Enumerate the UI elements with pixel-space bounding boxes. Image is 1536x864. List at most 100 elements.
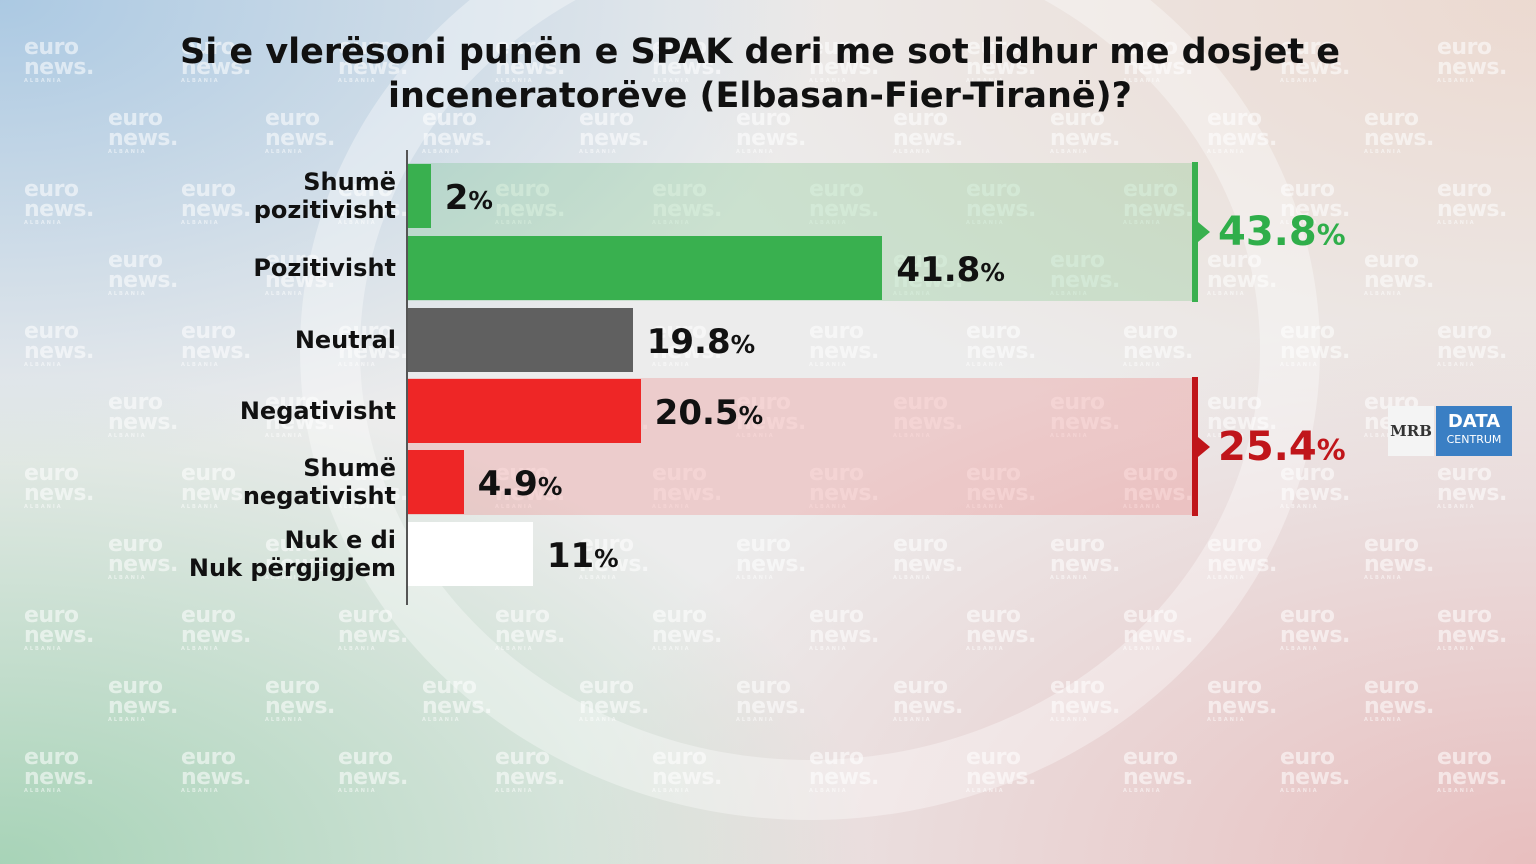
watermark-sub: ALBANIA — [24, 78, 63, 84]
watermark-sub: ALBANIA — [1437, 78, 1476, 84]
category-label-line: pozitivisht — [253, 196, 396, 224]
watermark-line: euro — [1280, 745, 1335, 770]
watermark-line: news. — [265, 694, 335, 719]
positive-group-arrow — [1198, 222, 1210, 242]
watermark-sub: ALBANIA — [338, 788, 377, 794]
watermark-sub: ALBANIA — [1364, 717, 1403, 723]
category-label-text: Shumë negativisht — [243, 454, 396, 510]
data-label-number: 19.8 — [646, 322, 731, 362]
watermark-line: euro — [1437, 461, 1492, 486]
watermark-line: euro — [1437, 603, 1492, 628]
watermark-sub: ALBANIA — [265, 149, 304, 155]
watermark-sub: ALBANIA — [422, 717, 461, 723]
positive-group-bracket — [1192, 162, 1198, 302]
watermark-sub: ALBANIA — [108, 717, 147, 723]
data-label-number: 41.8 — [896, 250, 981, 290]
watermark-sub: ALBANIA — [495, 788, 534, 794]
watermark-line: news. — [1437, 623, 1507, 648]
watermark-line: euro — [1280, 603, 1335, 628]
category-label-text: Nuk e di Nuk përgjigjem — [189, 526, 396, 582]
data-label: 4.9% — [478, 464, 563, 507]
total-percent-sign: % — [1316, 218, 1346, 252]
category-label: Negativisht — [166, 379, 396, 443]
watermark-sub: ALBANIA — [1437, 788, 1476, 794]
category-label-text: Pozitivisht — [253, 254, 396, 282]
watermark-sub: ALBANIA — [24, 646, 63, 652]
category-label-text: Neutral — [295, 326, 396, 354]
watermark-line: news. — [1123, 765, 1193, 790]
watermark-line: euro — [1364, 532, 1419, 557]
watermark-sub: ALBANIA — [24, 788, 63, 794]
bar — [408, 164, 431, 228]
category-label-line: Shumë — [303, 168, 396, 196]
data-label-percent-sign: % — [537, 472, 563, 501]
category-label: Nuk e di Nuk përgjigjem — [166, 522, 396, 586]
total-number: 25.4 — [1218, 423, 1317, 470]
data-label: 20.5% — [655, 393, 763, 436]
bar — [408, 308, 633, 372]
data-label-number: 20.5 — [654, 393, 739, 433]
watermark-sub: ALBANIA — [1364, 291, 1403, 297]
data-label-percent-sign: % — [468, 186, 493, 215]
watermark-line: news. — [1364, 552, 1434, 577]
watermark-line: euro — [1364, 248, 1419, 273]
y-axis-line — [406, 150, 408, 605]
watermark-line: euro — [338, 745, 393, 770]
bar — [408, 236, 883, 300]
watermark-line: news. — [24, 765, 94, 790]
category-label-line: Shumë — [303, 454, 396, 482]
data-label-percent-sign: % — [980, 258, 1005, 287]
bar — [408, 379, 641, 443]
data-centrum-main: DATA — [1447, 411, 1501, 432]
watermark-line: euro — [24, 35, 79, 60]
watermark-line: news. — [338, 765, 408, 790]
watermark-sub: ALBANIA — [1207, 717, 1246, 723]
data-label-number: 4.9 — [477, 464, 538, 504]
data-label-percent-sign: % — [594, 544, 619, 573]
watermark-line: news. — [181, 623, 251, 648]
watermark-line: euro — [1207, 674, 1262, 699]
watermark-line: news. — [265, 126, 335, 151]
data-label: 41.8% — [896, 250, 1004, 293]
watermark-line: euro — [181, 603, 236, 628]
watermark-line: euro — [1437, 35, 1492, 60]
watermark-line: news. — [1437, 765, 1507, 790]
watermark-line: euro — [24, 461, 79, 486]
negative-group-arrow — [1198, 436, 1210, 457]
watermark-line: news. — [1437, 481, 1507, 506]
total-number: 43.8 — [1218, 209, 1317, 255]
category-label-line: Nuk përgjigjem — [188, 554, 396, 582]
watermark-sub: ALBANIA — [24, 504, 63, 510]
watermark-line: euro — [1364, 106, 1419, 131]
watermark-line: news. — [181, 765, 251, 790]
data-centrum-sub: CENTRUM — [1446, 433, 1502, 446]
positive-group-total: 43.8% — [1218, 208, 1346, 259]
category-label-text: Negativisht — [240, 397, 396, 425]
data-label-number: 11 — [546, 536, 595, 576]
data-label: 19.8% — [647, 322, 755, 365]
category-label: Pozitivisht — [166, 236, 396, 300]
category-label-line: Neutral — [294, 326, 396, 354]
mrb-data-centrum-logo: MRB DATA CENTRUM — [1388, 406, 1512, 456]
category-label-text: Shumë pozitivisht — [254, 168, 396, 224]
data-label: 11% — [547, 536, 619, 579]
watermark-sub: ALBANIA — [1364, 575, 1403, 581]
watermark-sub: ALBANIA — [24, 362, 63, 368]
